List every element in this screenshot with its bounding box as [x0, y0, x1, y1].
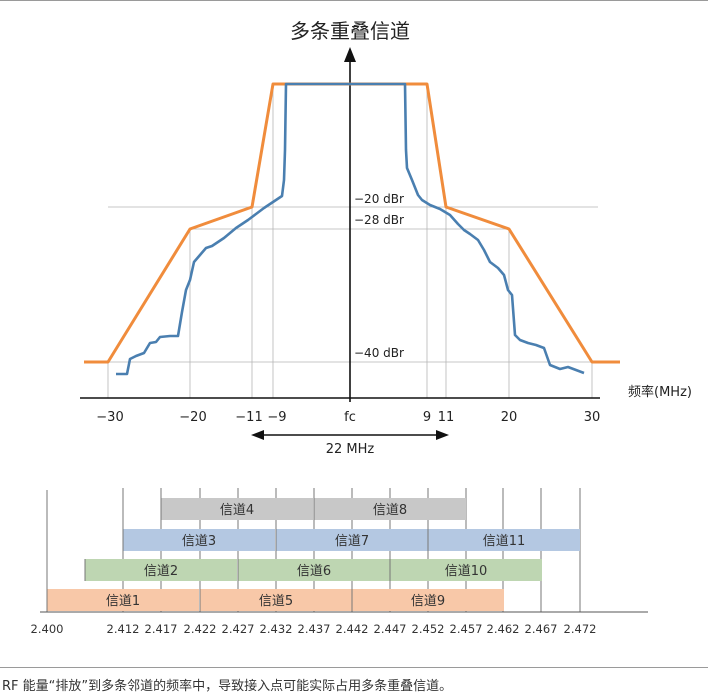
measured-spectrum-curve: [116, 82, 585, 376]
guide-lines: [107, 84, 598, 398]
channel-label: 信道10: [445, 564, 488, 579]
x-axis-label: 频率(MHz): [628, 384, 692, 400]
tick-fc: fc: [344, 410, 356, 425]
frequency-tick-label: 2.412: [107, 622, 140, 636]
frequency-tick-label: 2.447: [374, 622, 407, 636]
frequency-tick-label: 2.457: [450, 622, 483, 636]
channel-label: 信道5: [259, 594, 293, 609]
frequency-tick-label: 2.417: [145, 622, 178, 636]
frequency-tick-label: 2.432: [260, 622, 293, 636]
channel-bar: [314, 498, 466, 520]
frequency-tick-label: 2.452: [412, 622, 445, 636]
tick-30: 30: [584, 410, 601, 425]
frequency-tick-label: 2.437: [298, 622, 331, 636]
channel-overlap-diagram: 信道4 信道8 信道3 信道7 信道11 信道2 信道6 信道10 信道1 信道5 信道9 2.40…: [31, 488, 648, 636]
tick-20: 20: [501, 410, 518, 425]
channel-bar: [352, 589, 504, 611]
tick-9: 9: [423, 410, 431, 425]
channel-bar: [276, 529, 428, 551]
channel-bar: [238, 559, 390, 581]
frequency-tick-label: 2.422: [184, 622, 217, 636]
frequency-tick-labels: 2.400 2.412 2.417 2.422 2.427 2.432 2.437 2.442…: [31, 622, 597, 636]
tick-m9: −9: [267, 410, 286, 425]
channel-label: 信道8: [373, 503, 407, 518]
frequency-tick-label: 2.462: [487, 622, 520, 636]
frequency-tick-label: 2.400: [31, 622, 64, 636]
channel-bar: [85, 559, 237, 581]
level-label-minus20: −20 dBr: [354, 192, 404, 206]
bandwidth-label: 22 MHz: [326, 442, 375, 457]
channel-label: 信道2: [144, 564, 178, 579]
channel-label: 信道7: [335, 534, 369, 549]
channel-label: 信道11: [483, 534, 526, 549]
spectral-mask-curve: [84, 82, 620, 364]
caption: RF 能量“排放”到多条邻道的频率中，导致接入点可能实际占用多条重叠信道。: [2, 679, 453, 694]
tick-11: 11: [438, 410, 455, 425]
channel-label: 信道1: [106, 594, 140, 609]
channel-label: 信道6: [297, 564, 331, 579]
channel-bar: [200, 589, 352, 611]
bottom-rule: [0, 667, 708, 668]
channel-label: 信道9: [411, 594, 445, 609]
channel-label: 信道3: [182, 534, 216, 549]
frequency-tick-label: 2.467: [525, 622, 558, 636]
channel-bar: [123, 529, 275, 551]
tick-m20: −20: [179, 410, 206, 425]
level-label-minus28: −28 dBr: [354, 213, 404, 227]
channel-bar: [428, 529, 580, 551]
frequency-tick-label: 2.442: [336, 622, 369, 636]
tick-m30: −30: [96, 410, 123, 425]
frequency-tick-label: 2.472: [564, 622, 597, 636]
channel-bar: [390, 559, 542, 581]
channel-bars: 信道4 信道8 信道3 信道7 信道11 信道2 信道6 信道10 信道1 信道5 信道9: [46, 498, 580, 611]
tick-m11: −11: [235, 410, 262, 425]
diagram-title: 多条重叠信道: [290, 19, 410, 43]
level-label-minus40: −40 dBr: [354, 346, 404, 360]
channel-label: 信道4: [220, 503, 254, 518]
spectral-mask-diagram: 多条重叠信道 频率(MHz) −20 dBr −28 dBr −40 dBr −…: [80, 19, 692, 457]
channel-bar: [47, 589, 199, 611]
vertical-axis-arrow: [344, 47, 356, 62]
channel-bar: [161, 498, 313, 520]
frequency-tick-label: 2.427: [222, 622, 255, 636]
top-rule: [0, 0, 708, 1]
bandwidth-arrow: [251, 430, 449, 440]
